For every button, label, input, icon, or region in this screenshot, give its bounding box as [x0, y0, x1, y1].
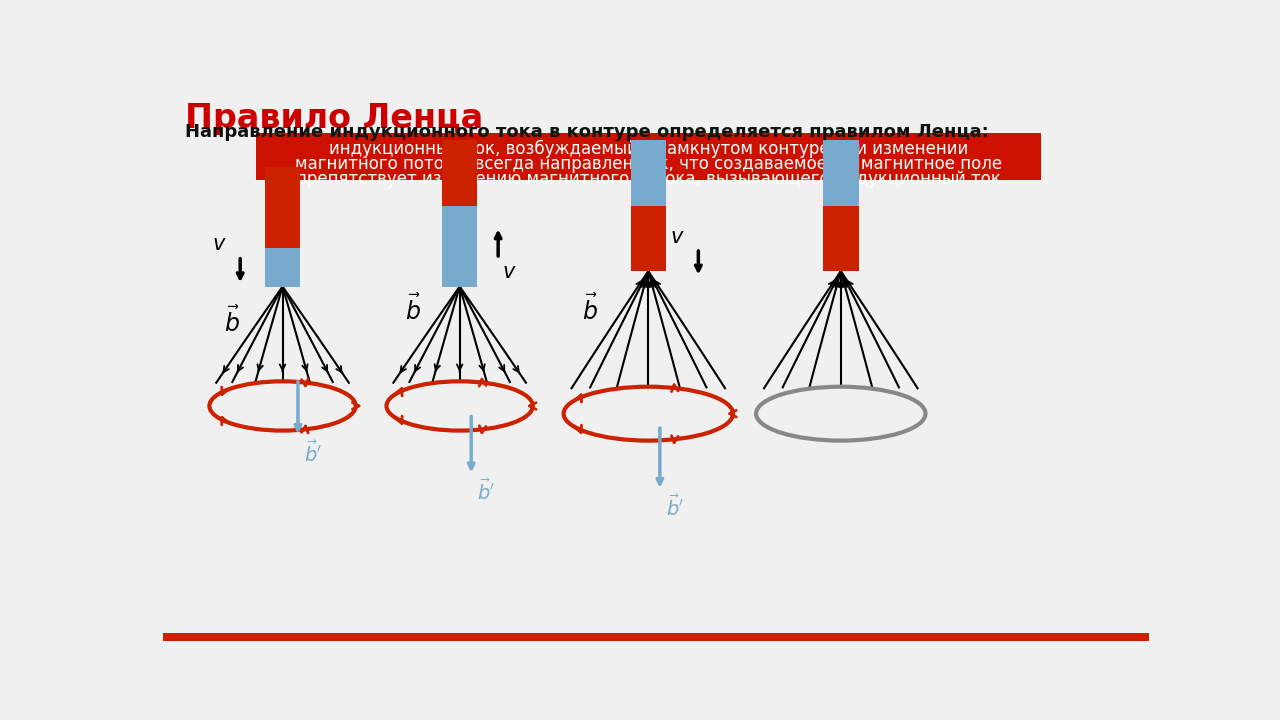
Text: $\vec{b}^{\prime}$: $\vec{b}^{\prime}$ [666, 495, 684, 520]
Bar [256, 132, 1041, 180]
Bar [265, 248, 301, 287]
Text: Направление индукционного тока в контуре определяется правилом Ленца:: Направление индукционного тока в контуре… [184, 123, 988, 141]
Text: $v$: $v$ [502, 262, 517, 282]
Bar [442, 206, 477, 287]
Text: $\vec{b}$: $\vec{b}$ [406, 294, 421, 325]
Bar [265, 167, 301, 248]
Bar [631, 206, 666, 271]
Text: $\vec{b}$: $\vec{b}$ [582, 294, 599, 325]
Text: $v$: $v$ [669, 227, 685, 246]
Text: $\vec{b}^{\prime}$: $\vec{b}^{\prime}$ [477, 479, 495, 504]
Bar [442, 140, 477, 206]
Text: Правило Ленца: Правило Ленца [184, 102, 483, 135]
Bar [823, 140, 859, 206]
Text: магнитного потока, всегда направлен так, что создаваемое им магнитное поле: магнитного потока, всегда направлен так,… [294, 155, 1002, 173]
Bar [823, 206, 859, 271]
Text: препятствует изменению магнитного потока, вызывающего индукционный ток: препятствует изменению магнитного потока… [296, 171, 1001, 189]
Text: $\vec{b}$: $\vec{b}$ [224, 306, 241, 337]
Text: индукционный ток, возбуждаемый в замкнутом контуре при изменении: индукционный ток, возбуждаемый в замкнут… [329, 140, 968, 158]
Bar [631, 140, 666, 206]
Bar [164, 633, 1149, 641]
Text: $v$: $v$ [211, 234, 227, 254]
Text: $\vec{b}^{\prime}$: $\vec{b}^{\prime}$ [305, 441, 323, 466]
